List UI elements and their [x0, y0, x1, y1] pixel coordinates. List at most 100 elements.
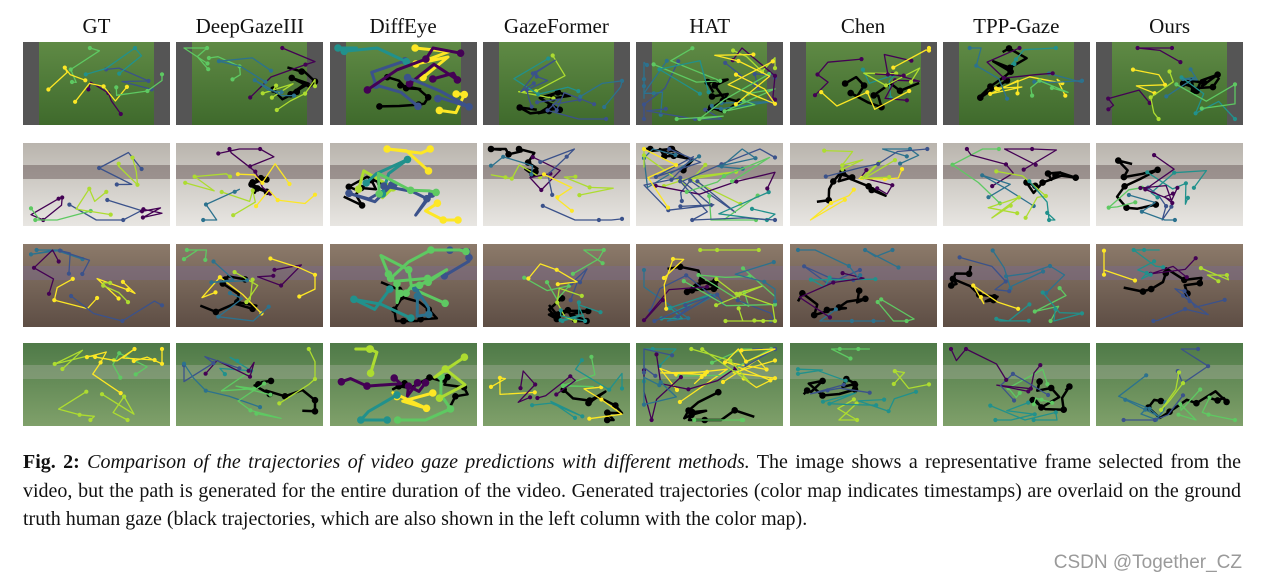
fixation	[970, 283, 976, 288]
fixation	[1133, 200, 1138, 205]
fixation	[218, 275, 223, 280]
fixation	[73, 99, 78, 104]
frame-detail	[176, 266, 324, 280]
fixation	[1147, 285, 1155, 293]
fixation	[924, 146, 929, 152]
fixation	[413, 379, 421, 387]
fixation	[587, 185, 592, 190]
fixation	[237, 366, 242, 371]
fixation	[751, 52, 756, 57]
fixation	[1016, 195, 1021, 200]
fixation	[1169, 204, 1174, 209]
fixation	[568, 298, 573, 303]
fixation	[1178, 401, 1183, 407]
frame-detail	[1096, 266, 1244, 280]
fixation	[339, 47, 348, 56]
fixation	[585, 399, 592, 407]
fixation	[254, 185, 261, 192]
fixation	[33, 217, 38, 223]
fixation	[415, 281, 423, 290]
fixation	[213, 290, 218, 295]
fixation	[1031, 402, 1036, 407]
fixation	[1151, 318, 1156, 324]
fixation	[216, 314, 221, 319]
fixation	[1162, 269, 1170, 277]
fixation	[864, 90, 869, 95]
fixation	[744, 359, 749, 364]
fixation	[714, 277, 719, 282]
fixation	[739, 348, 744, 353]
fixation	[62, 65, 67, 70]
fixation	[464, 253, 473, 262]
fixation	[1101, 248, 1107, 253]
fixation	[267, 377, 275, 385]
fixation	[664, 58, 670, 63]
fixation	[159, 346, 165, 352]
fixation	[538, 159, 543, 165]
column-header: Ours	[1149, 14, 1191, 38]
fixation	[554, 267, 559, 272]
fixation	[461, 247, 470, 256]
fixation	[245, 278, 250, 283]
fixation	[125, 300, 131, 305]
fixation	[28, 206, 34, 211]
fixation	[773, 73, 778, 78]
fixation	[435, 106, 443, 115]
fixation	[1021, 167, 1026, 172]
fixation	[1206, 412, 1211, 417]
fixation	[554, 312, 562, 320]
thumbnail	[23, 143, 170, 226]
fixation	[699, 374, 704, 379]
frame-detail	[942, 365, 1090, 379]
thumbnail	[329, 143, 477, 226]
fixation	[453, 76, 461, 84]
fixation	[773, 217, 778, 223]
fixation	[131, 358, 136, 364]
fixation	[544, 280, 549, 285]
fixation	[842, 197, 847, 202]
frame	[23, 42, 170, 125]
frame	[176, 244, 324, 327]
trajectory	[643, 148, 677, 208]
fixation	[227, 146, 232, 152]
fixation	[686, 387, 691, 392]
fixation	[867, 390, 872, 395]
fixation	[433, 94, 442, 103]
fixation	[526, 276, 531, 281]
fixation	[57, 248, 63, 253]
caption-label: Fig. 2:	[23, 451, 80, 473]
fixation	[841, 80, 848, 87]
fixation	[827, 275, 832, 280]
fixation	[275, 198, 281, 203]
fixation	[406, 186, 414, 195]
fixation	[87, 45, 92, 51]
frame-detail	[23, 266, 170, 280]
fixation	[77, 412, 82, 417]
fixation	[849, 318, 854, 324]
fixation	[1198, 387, 1203, 392]
fixation	[761, 318, 766, 324]
fixation	[443, 373, 451, 381]
thumbnail	[482, 143, 630, 226]
fixation	[232, 270, 237, 275]
fixation	[203, 371, 208, 376]
fixation	[812, 93, 817, 98]
fixation	[1196, 346, 1201, 352]
fixation	[965, 270, 973, 278]
fixation	[1039, 397, 1044, 402]
fixation	[773, 376, 778, 381]
fixation	[736, 58, 741, 64]
fixation	[101, 84, 106, 89]
fixation	[1029, 146, 1034, 152]
fixation	[906, 88, 911, 94]
fixation	[854, 417, 859, 423]
frame	[23, 143, 170, 226]
fixation	[1180, 393, 1186, 398]
fixation	[274, 107, 280, 113]
fixation	[773, 101, 778, 106]
fixation	[993, 417, 998, 423]
fixation	[268, 392, 273, 397]
fixation	[205, 61, 210, 66]
fixation	[1193, 111, 1198, 116]
fixation	[1028, 386, 1033, 391]
